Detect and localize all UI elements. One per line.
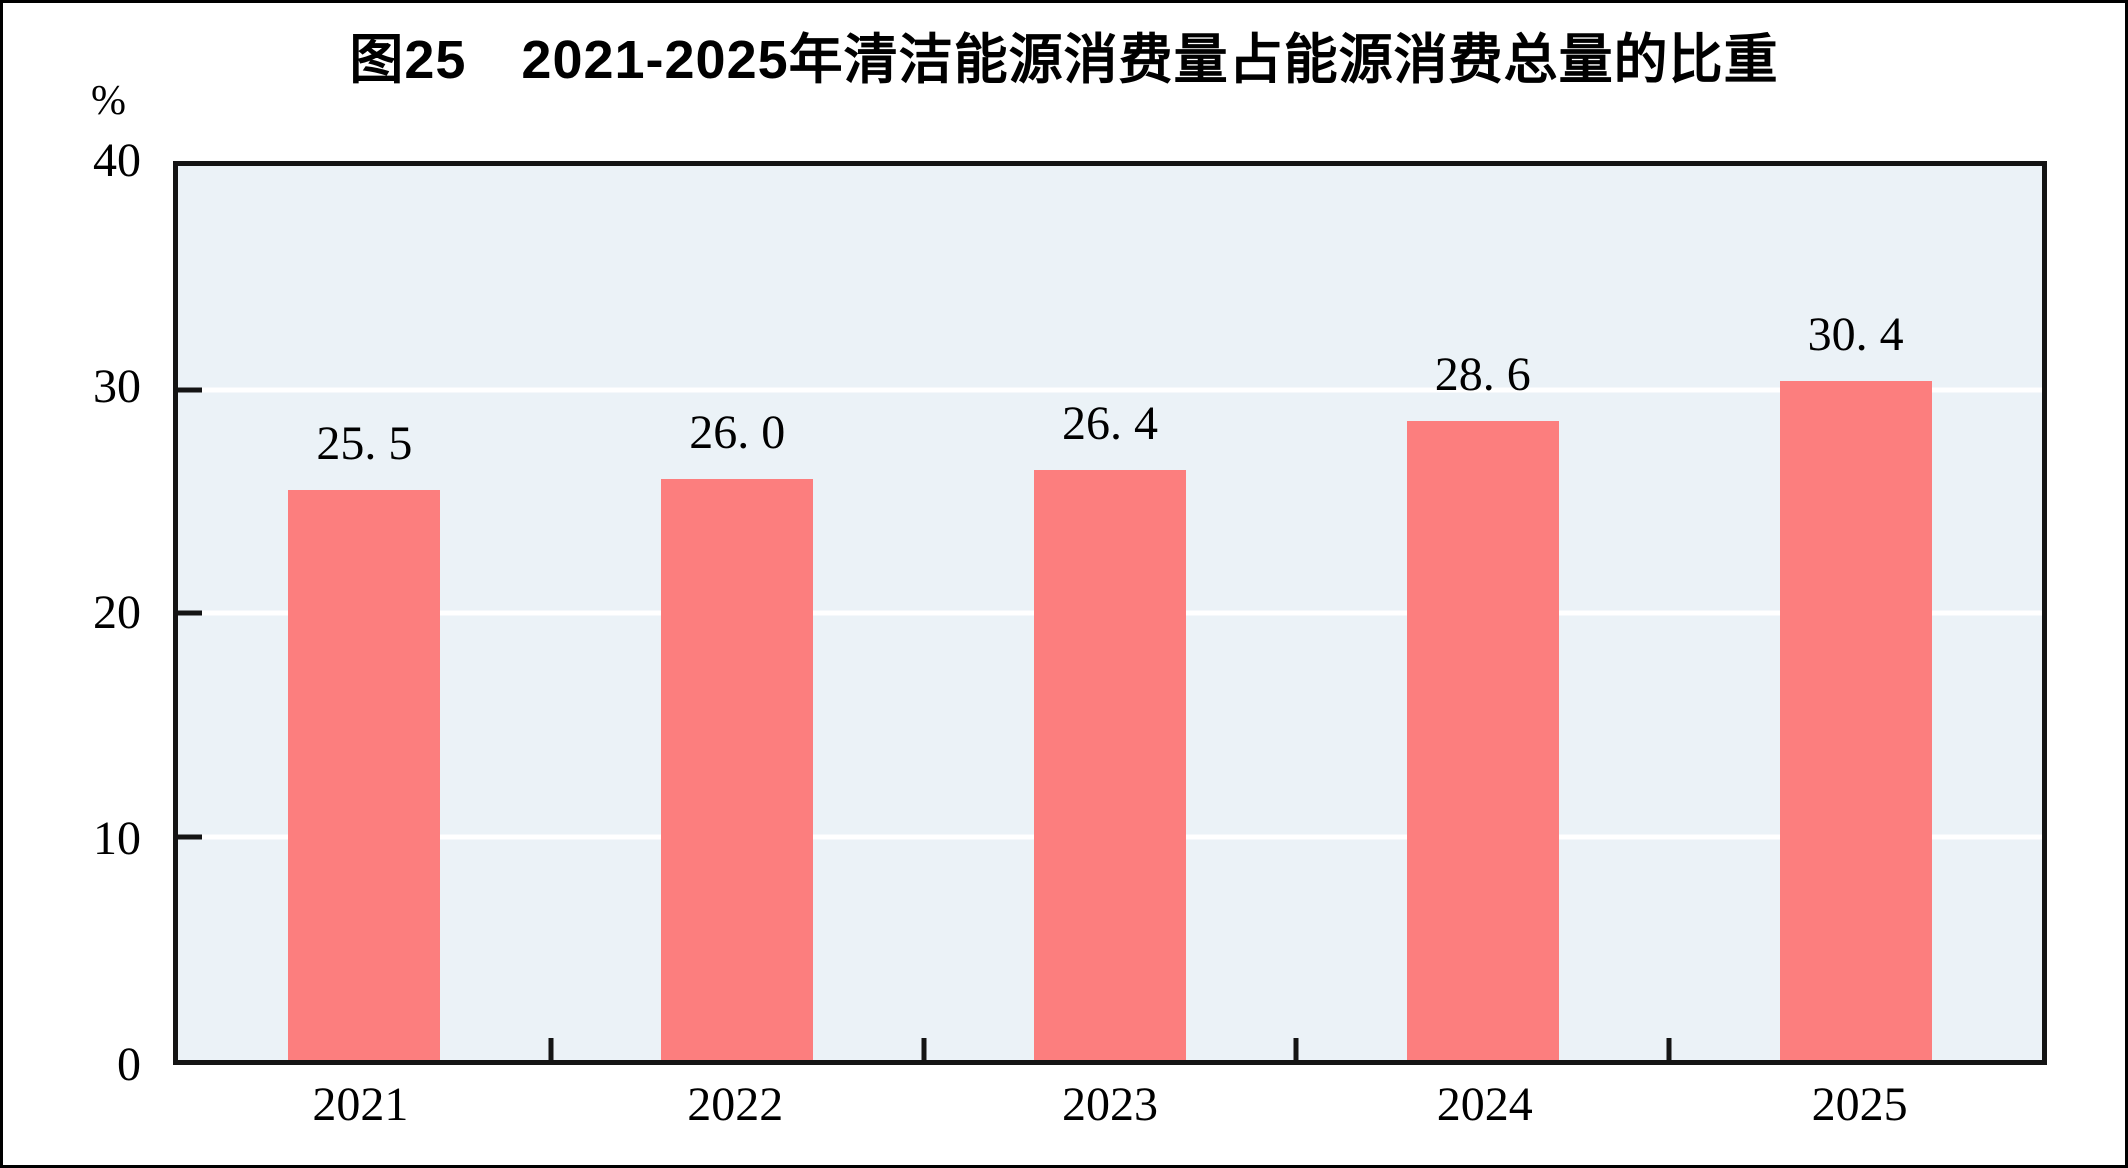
y-axis-tick-mark bbox=[178, 834, 202, 839]
y-axis-tick-mark bbox=[178, 387, 202, 392]
bars-container: 25. 5 26. 0 26. 4 28. 6 30. 4 bbox=[178, 166, 2042, 1060]
bar-value-label: 30. 4 bbox=[1807, 307, 1904, 361]
bar-2022 bbox=[661, 478, 814, 1060]
bar-column-2025: 30. 4 bbox=[1669, 166, 2042, 1060]
y-tick-label: 20 bbox=[93, 586, 141, 639]
plot-area: 25. 5 26. 0 26. 4 28. 6 30. 4 bbox=[173, 161, 2047, 1065]
gridline bbox=[178, 387, 2042, 392]
bar-2023 bbox=[1033, 469, 1186, 1060]
bar-value-label: 26. 4 bbox=[1061, 396, 1158, 450]
y-axis-tick-labels: 0 10 20 30 40 bbox=[3, 137, 141, 1089]
y-tick-label: 40 bbox=[93, 134, 141, 187]
chart-title: 图25 2021-2025年清洁能源消费量占能源消费总量的比重 bbox=[349, 30, 1779, 90]
x-axis-tick-mark bbox=[548, 1038, 554, 1060]
x-axis-label-2023: 2023 bbox=[1061, 1078, 1158, 1131]
bar-column-2021: 25. 5 bbox=[178, 166, 551, 1060]
y-tick-label: 0 bbox=[117, 1038, 141, 1091]
bar-value-label: 26. 0 bbox=[689, 405, 786, 459]
y-tick-label: 30 bbox=[93, 360, 141, 413]
x-axis-label-2022: 2022 bbox=[687, 1078, 784, 1131]
bar-column-2024: 28. 6 bbox=[1296, 166, 1669, 1060]
bar-value-label: 25. 5 bbox=[316, 417, 413, 471]
y-axis-tick-mark bbox=[178, 610, 202, 616]
x-axis-label-2025: 2025 bbox=[1811, 1078, 1908, 1131]
x-axis-label-2021: 2021 bbox=[312, 1078, 409, 1131]
bar-2024 bbox=[1406, 420, 1559, 1060]
bar-2021 bbox=[288, 490, 441, 1060]
y-tick-label: 10 bbox=[93, 812, 141, 865]
bar-value-label: 28. 6 bbox=[1434, 347, 1531, 401]
x-axis-label-2024: 2024 bbox=[1436, 1078, 1533, 1131]
y-axis-unit-label: % bbox=[91, 78, 126, 124]
axis-ticks-layer bbox=[178, 166, 2042, 1060]
x-axis-tick-mark bbox=[921, 1038, 927, 1060]
bar-column-2022: 26. 0 bbox=[551, 166, 924, 1060]
x-axis-tick-mark bbox=[1293, 1038, 1299, 1060]
bar-column-2023: 26. 4 bbox=[924, 166, 1297, 1060]
bar-2025 bbox=[1779, 380, 1932, 1060]
x-axis-labels: 2021 2022 2023 2024 2025 bbox=[173, 1081, 2047, 1151]
x-axis-tick-mark bbox=[1666, 1038, 1672, 1060]
